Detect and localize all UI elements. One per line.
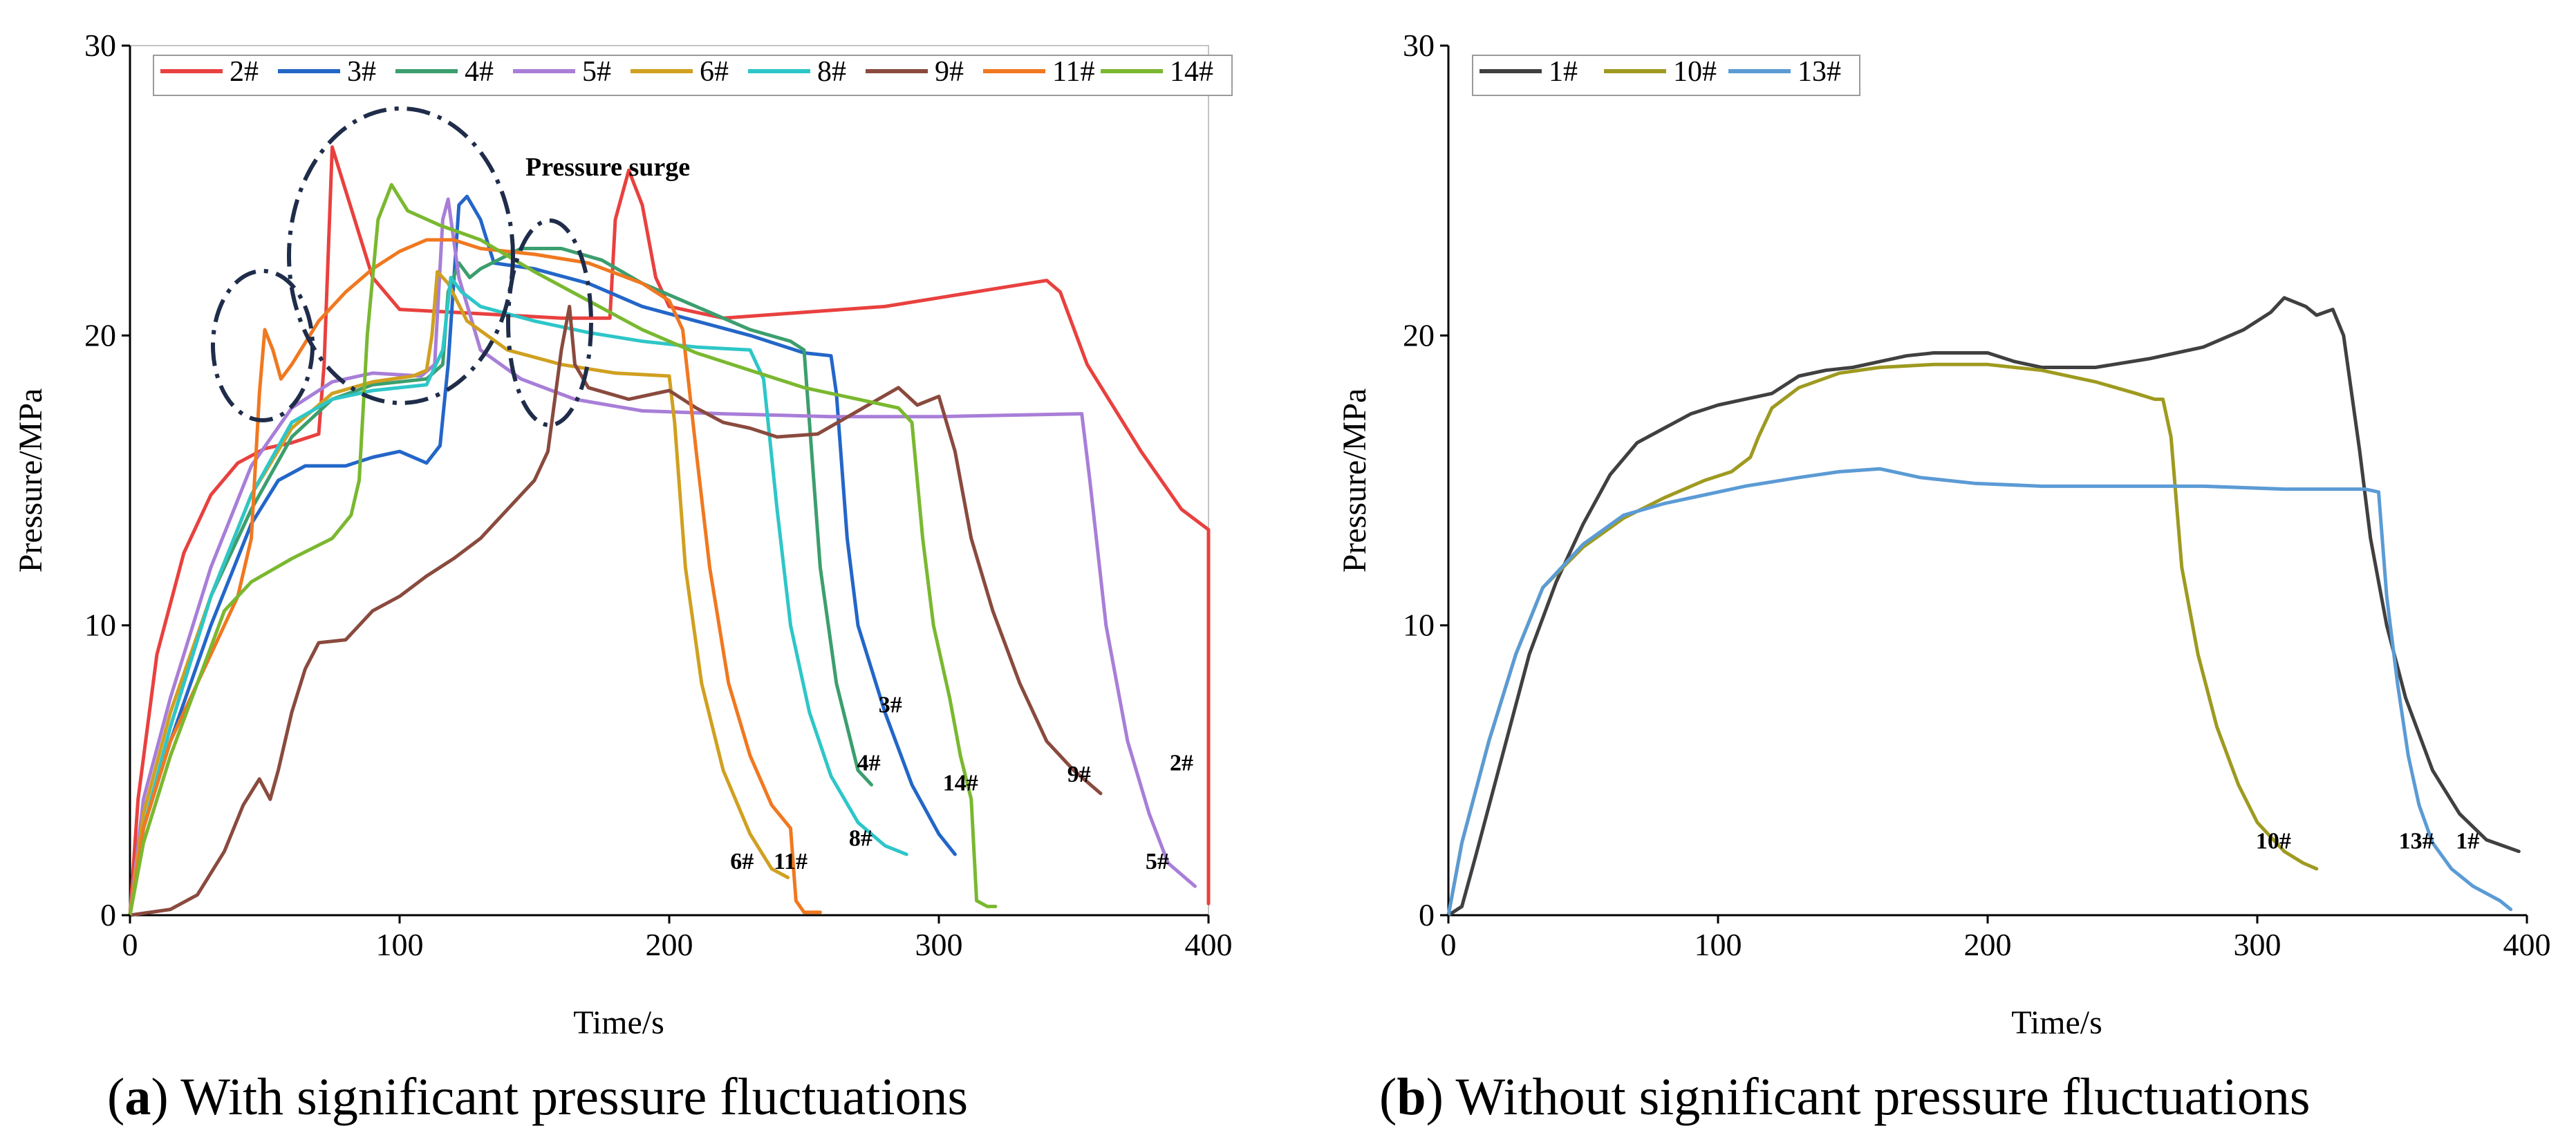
legend-box-b: [1472, 55, 1860, 96]
legend-label: 11#: [1052, 56, 1094, 88]
chart-b: 0 10 20 30 0 100 200 300 400 1# 10# 13# Time/s Pr…: [1336, 28, 2551, 1041]
curve-label-13: 13#: [2399, 829, 2434, 854]
y-tick-label: 30: [1403, 28, 1435, 63]
pressure-surge-markers: [211, 106, 593, 427]
series-group-b: [1446, 296, 2521, 917]
legend-box-a: [153, 55, 1233, 96]
curve-label-3: 3#: [879, 692, 902, 718]
y-tick-label: 20: [84, 317, 116, 353]
y-axis-title-b: Pressure/MPa: [1336, 388, 1373, 573]
legend-a: 2# 3# 4# 5# 6# 8# 9# 11# 14#: [153, 55, 1233, 96]
series-line-11: [128, 238, 822, 917]
series-line-14: [128, 182, 998, 917]
surge-ellipse-2: [287, 106, 515, 405]
caption-a: (a) With significant pressure fluctuatio…: [107, 1068, 968, 1126]
x-tick-label: 100: [1695, 927, 1742, 962]
x-tick-label: 400: [2503, 927, 2551, 962]
x-ticks-a: 0 100 200 300 400: [122, 915, 1233, 962]
legend-label: 9#: [935, 56, 964, 88]
x-tick-label: 200: [646, 927, 693, 962]
y-tick-label: 0: [100, 897, 116, 932]
curve-labels-b: 1# 10# 13#: [2256, 829, 2479, 854]
curve-label-5: 5#: [1146, 849, 1169, 874]
x-tick-label: 400: [1185, 927, 1233, 962]
curve-label-10: 10#: [2256, 829, 2291, 854]
curve-label-8: 8#: [849, 825, 872, 851]
legend-label: 3#: [347, 56, 376, 88]
curve-label-1: 1#: [2456, 829, 2479, 854]
caption-b-label: b: [1397, 1068, 1426, 1126]
legend-label: 8#: [817, 56, 846, 88]
y-tick-label: 10: [1403, 608, 1435, 643]
x-tick-label: 0: [1441, 927, 1457, 962]
x-tick-label: 300: [2234, 927, 2281, 962]
y-tick-label: 30: [84, 28, 116, 63]
y-ticks-b: 0 10 20 30: [1403, 28, 1448, 932]
series-line-13: [1446, 467, 2513, 917]
x-tick-label: 100: [376, 927, 424, 962]
series-line-9: [128, 304, 1103, 917]
x-tick-label: 300: [915, 927, 963, 962]
curve-label-9: 9#: [1067, 762, 1091, 787]
y-tick-label: 0: [1419, 897, 1435, 932]
series-line-5: [128, 197, 1197, 917]
caption-b: (b) Without significant pressure fluctua…: [1379, 1068, 2310, 1126]
legend-entries-b: 1# 10# 13#: [1480, 56, 1841, 88]
caption-a-text: ) With significant pressure fluctuations: [151, 1068, 968, 1126]
x-ticks-b: 0 100 200 300 400: [1441, 915, 2551, 962]
legend-label: 5#: [582, 56, 611, 88]
curve-label-11: 11#: [774, 849, 808, 874]
series-line-8: [128, 276, 908, 917]
caption-b-text: ) Without significant pressure fluctuati…: [1426, 1068, 2311, 1126]
y-axis-title-a: Pressure/MPa: [12, 388, 49, 573]
x-tick-label: 0: [122, 927, 138, 962]
legend-label: 14#: [1170, 56, 1213, 88]
series-line-3: [128, 194, 957, 917]
pressure-surge-annotation: Pressure surge: [525, 153, 690, 182]
legend-label: 13#: [1798, 56, 1841, 88]
caption-a-label: a: [124, 1068, 151, 1126]
curve-label-4: 4#: [857, 750, 881, 776]
legend-b: 1# 10# 13#: [1472, 55, 1860, 96]
curve-label-6: 6#: [730, 849, 754, 874]
y-tick-label: 10: [84, 608, 116, 643]
legend-label: 10#: [1673, 56, 1717, 88]
curve-labels-a: 2# 3# 4# 5# 6# 8# 9# 11# 14#: [730, 692, 1193, 874]
chart-a: Pressure surge 0 10 20 30 0 100 200 300 400 2# 3…: [12, 28, 1233, 1041]
legend-label: 6#: [700, 56, 729, 88]
series-line-1: [1446, 296, 2521, 917]
curve-label-2: 2#: [1170, 750, 1193, 776]
legend-label: 4#: [465, 56, 494, 88]
series-line-4: [128, 247, 873, 917]
curve-label-14: 14#: [943, 771, 978, 796]
x-axis-title-a: Time/s: [573, 1004, 664, 1041]
legend-entries-a: 2# 3# 4# 5# 6# 8# 9# 11# 14#: [160, 56, 1213, 88]
y-ticks-a: 0 10 20 30: [84, 28, 130, 932]
x-tick-label: 200: [1964, 927, 2012, 962]
series-group-a: [128, 145, 1211, 917]
legend-label: 1#: [1549, 56, 1578, 88]
y-tick-label: 20: [1403, 317, 1435, 353]
surge-ellipse-3: [506, 218, 593, 427]
series-line-10: [1446, 362, 2319, 917]
legend-label: 2#: [230, 56, 259, 88]
x-axis-title-b: Time/s: [2011, 1004, 2102, 1041]
